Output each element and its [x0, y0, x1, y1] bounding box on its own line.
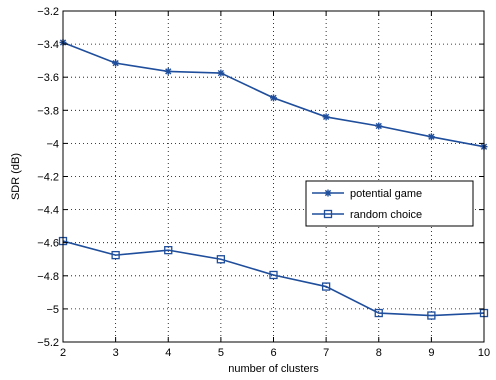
legend-label: potential game [350, 188, 422, 200]
y-tick-label: −3.6 [37, 72, 59, 84]
x-tick-label: 10 [478, 347, 490, 359]
data-point-star [217, 69, 225, 77]
plot-series [58, 38, 489, 320]
x-axis-title: number of clusters [228, 363, 319, 375]
y-tick-label: −5.2 [37, 337, 59, 349]
x-tick-label: 5 [218, 347, 224, 359]
x-tick-label: 7 [323, 347, 329, 359]
data-point-star [427, 133, 435, 141]
data-point-square [164, 245, 173, 255]
x-tick-label: 8 [376, 347, 382, 359]
plot-frame [62, 10, 485, 343]
data-point-square [269, 270, 278, 280]
data-point-star [164, 67, 172, 75]
y-tick-label: −4.4 [37, 205, 59, 217]
legend-marker-star [324, 189, 332, 197]
legend-item-random-choice: random choice [312, 209, 422, 221]
y-tick-label: −4.2 [37, 172, 59, 184]
legend-label: random choice [350, 209, 422, 221]
data-point-star [322, 113, 330, 121]
y-axis: −3.2 −3.4 −3.6 −3.8 −4 −4.2 −4.4 −4.6 −4.8 −5 −5.2 [37, 6, 484, 349]
legend-marker-square [323, 209, 333, 219]
y-tick-label: −3.4 [37, 39, 59, 51]
data-point-square [111, 250, 120, 260]
x-axis: 2 3 4 5 6 7 8 9 10 [60, 11, 490, 359]
legend-star-marker [324, 189, 332, 197]
x-tick-label: 3 [113, 347, 119, 359]
y-tick-label: −3.8 [37, 105, 59, 117]
x-tick-label: 9 [428, 347, 434, 359]
data-point-star [270, 94, 277, 102]
x-tick-label: 4 [165, 347, 171, 359]
legend-box [305, 180, 474, 227]
x-tick-label: 6 [270, 347, 276, 359]
data-point-square [374, 308, 383, 318]
legend: potential game random choice [305, 180, 474, 227]
data-point-square [216, 255, 226, 264]
y-tick-label: −5 [46, 304, 59, 316]
legend-square-marker [323, 209, 333, 219]
y-tick-label: −4 [46, 138, 59, 150]
y-tick-label: −4.6 [37, 238, 59, 250]
series-line [62, 240, 485, 317]
legend-item-potential-game: potential game [312, 188, 422, 200]
y-tick-label: −4.8 [37, 271, 59, 283]
x-tick-label: 2 [60, 347, 66, 359]
y-axis-title: SDR (dB) [10, 153, 22, 200]
y-tick-label: −3.2 [37, 6, 59, 18]
grid-lines [63, 11, 484, 342]
data-point-star [375, 122, 383, 130]
data-point-square [321, 282, 331, 291]
data-point-star [112, 59, 120, 67]
data-point-square [427, 311, 436, 320]
